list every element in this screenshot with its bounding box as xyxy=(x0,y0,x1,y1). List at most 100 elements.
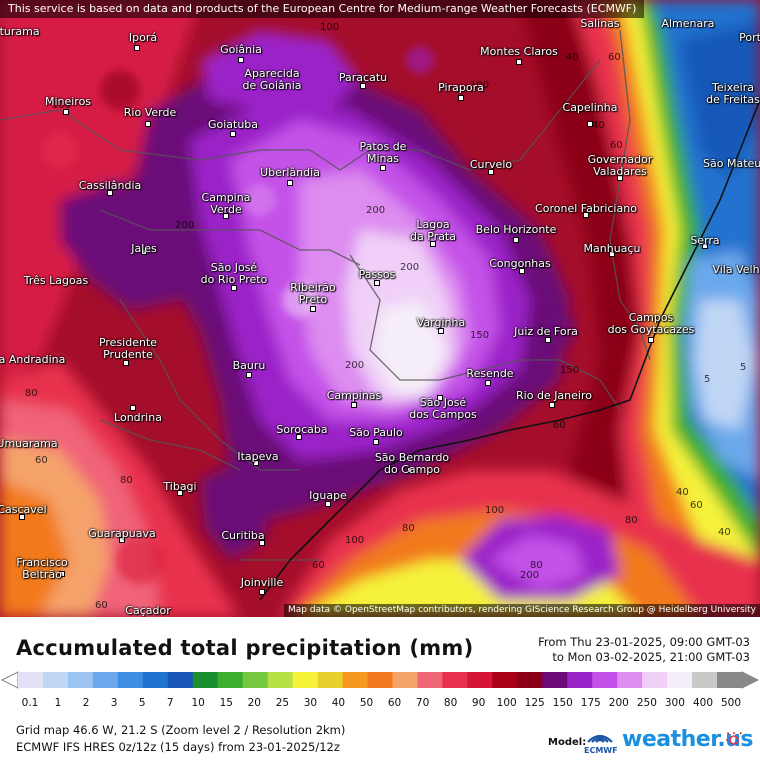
city-marker xyxy=(141,249,147,255)
scale-cell xyxy=(617,672,643,688)
city-label: Goiatuba xyxy=(207,118,259,131)
scale-cell xyxy=(292,672,319,688)
scale-cell xyxy=(567,672,593,688)
city-label: Uberlândia xyxy=(260,166,320,179)
city-label: Vila Velh xyxy=(712,263,760,276)
city-label: Almenara xyxy=(661,17,715,30)
scale-cell xyxy=(18,672,44,688)
ecmwf-notice: This service is based on data and produc… xyxy=(0,0,645,18)
city-label: Salinas xyxy=(580,17,620,30)
scale-cell xyxy=(667,672,693,688)
precipitation-map[interactable]: This service is based on data and produc… xyxy=(0,0,760,617)
city-marker xyxy=(545,337,551,343)
scale-cell xyxy=(242,672,269,688)
city-label: Pirapora xyxy=(438,81,484,94)
scale-cell xyxy=(467,672,493,688)
scale-tick-label: 300 xyxy=(664,697,685,709)
scale-tick-label: 5 xyxy=(138,697,146,709)
city-marker xyxy=(519,268,525,274)
city-label: Caçador xyxy=(125,604,171,617)
value-label: 60 xyxy=(608,52,621,63)
precipitation-field xyxy=(0,0,760,617)
scale-tick-label: 250 xyxy=(636,697,657,709)
value-label: 200 xyxy=(175,220,195,231)
weather-us-logo[interactable]: weather.us xyxy=(622,727,754,752)
value-label: 60 xyxy=(610,140,623,151)
model-label: Model: xyxy=(548,737,587,748)
value-label: 200 xyxy=(400,262,420,273)
city-marker xyxy=(223,213,229,219)
city-marker xyxy=(583,212,589,218)
value-label: 200 xyxy=(345,360,365,371)
scale-cell xyxy=(492,672,518,688)
city-marker xyxy=(259,589,265,595)
scale-tick-label: 200 xyxy=(608,697,629,709)
city-label: São Mateus xyxy=(703,157,760,170)
sun-logo-icon xyxy=(726,731,743,745)
city-label: Iporá xyxy=(128,31,158,44)
value-label: 80 xyxy=(402,523,415,534)
scale-cell xyxy=(367,672,393,688)
value-label: 40 xyxy=(592,120,605,131)
city-marker xyxy=(587,121,593,127)
color-scale-bar xyxy=(0,671,760,689)
city-label: Rio de Janeiro xyxy=(516,389,592,402)
scale-tick-label: 400 xyxy=(692,697,714,709)
city-marker xyxy=(123,360,129,366)
ecmwf-logo-text: ECMWF xyxy=(584,746,618,755)
city-marker xyxy=(430,241,436,247)
scale-cell xyxy=(417,672,443,688)
value-label: 150 xyxy=(560,365,580,376)
city-label: Goiânia xyxy=(220,43,262,56)
scale-cell xyxy=(67,672,94,688)
value-label: 60 xyxy=(35,455,48,466)
scale-cell xyxy=(592,672,618,688)
city-label: Paracatu xyxy=(338,71,388,84)
city-label: Rio Verde xyxy=(123,106,177,119)
scale-tick-label: 20 xyxy=(247,697,261,709)
city-label: Governador Valadares xyxy=(587,153,653,178)
scale-tick-label: 3 xyxy=(110,697,118,709)
value-label: 80 xyxy=(120,475,133,486)
city-marker xyxy=(130,405,136,411)
value-label: 60 xyxy=(553,420,566,431)
city-label: Londrina xyxy=(114,411,162,424)
scale-tick-label: 100 xyxy=(496,697,517,709)
city-marker xyxy=(134,45,140,51)
city-label: Tibagi xyxy=(163,480,197,493)
scale-cell xyxy=(342,672,369,688)
city-label: Ribeirão Preto xyxy=(290,281,336,306)
city-marker xyxy=(230,131,236,137)
city-label: Belo Horizonte xyxy=(475,223,557,236)
model-info: ECMWF IFS HRES 0z/12z (15 days) from 23-… xyxy=(16,740,340,754)
city-marker xyxy=(374,280,380,286)
scale-tick-label: 80 xyxy=(443,697,458,709)
value-label: 100 xyxy=(52,100,72,111)
city-label: Montes Claros xyxy=(480,45,558,58)
city-label: Port xyxy=(739,31,760,44)
city-marker xyxy=(702,243,708,249)
scale-tick-label: 2 xyxy=(82,697,90,709)
city-label: Aparecida de Goiânia xyxy=(242,67,302,92)
city-marker xyxy=(310,306,316,312)
city-label: Campina Verde xyxy=(201,191,251,216)
scale-cell xyxy=(167,672,194,688)
scale-cell xyxy=(142,672,169,688)
city-label: Francisco Beltrão xyxy=(16,556,68,581)
scale-tick-label: 25 xyxy=(275,697,290,709)
city-marker xyxy=(177,490,183,496)
legend-title: Accumulated total precipitation (mm) xyxy=(16,636,474,660)
city-label: Curvelo xyxy=(469,158,513,171)
value-label: 80 xyxy=(625,515,638,526)
city-label: Joinville xyxy=(240,576,284,589)
city-marker xyxy=(253,460,259,466)
city-label: Cascavel xyxy=(0,503,47,516)
city-marker xyxy=(437,395,443,401)
city-marker xyxy=(648,337,654,343)
city-label: São Paulo xyxy=(349,426,403,439)
scale-tick-label: 90 xyxy=(471,697,486,709)
scale-cell xyxy=(217,672,244,688)
city-label: Resende xyxy=(466,367,514,380)
city-marker xyxy=(513,237,519,243)
city-label: Manhuaçu xyxy=(583,242,641,255)
